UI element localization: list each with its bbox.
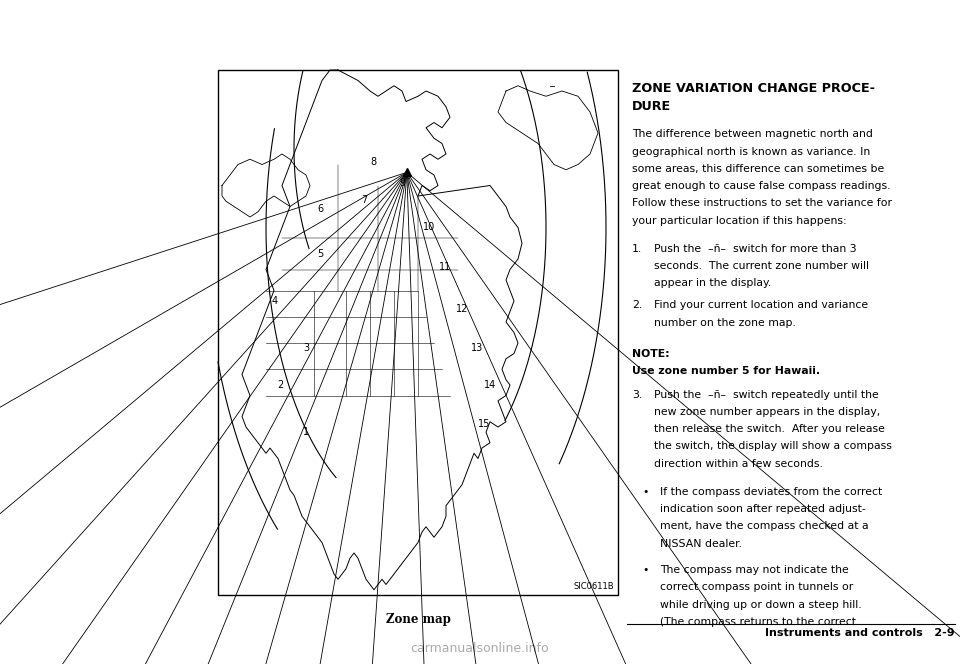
Text: appear in the display.: appear in the display. [654,278,771,288]
Text: If the compass deviates from the correct: If the compass deviates from the correct [660,487,882,497]
Text: 12: 12 [456,304,468,314]
Text: The difference between magnetic north and: The difference between magnetic north an… [632,129,873,139]
Text: 1: 1 [303,427,309,438]
Text: 7: 7 [361,195,367,205]
Text: 5: 5 [317,249,324,259]
Text: the switch, the display will show a compass: the switch, the display will show a comp… [654,442,892,452]
Text: 4: 4 [272,296,277,306]
Text: •: • [642,487,648,497]
Text: 6: 6 [317,204,324,214]
Text: 2: 2 [276,380,283,390]
Text: 8: 8 [371,157,376,167]
Text: Push the  –ñ–  switch for more than 3: Push the –ñ– switch for more than 3 [654,244,856,254]
Text: SIC0611B: SIC0611B [573,582,614,591]
Text: DURE: DURE [632,100,671,114]
Text: 15: 15 [478,420,491,430]
Text: 2.: 2. [632,300,642,311]
Text: geographical north is known as variance. In: geographical north is known as variance.… [632,147,871,157]
Text: number on the zone map.: number on the zone map. [654,317,796,328]
Text: carmanualsonline.info: carmanualsonline.info [411,642,549,655]
Text: indication soon after repeated adjust-: indication soon after repeated adjust- [660,504,866,514]
Text: Zone map: Zone map [386,613,450,626]
Text: Use zone number 5 for Hawaii.: Use zone number 5 for Hawaii. [632,367,820,376]
Text: then release the switch.  After you release: then release the switch. After you relea… [654,424,885,434]
Text: (The compass returns to the correct: (The compass returns to the correct [660,617,856,627]
Text: ZONE VARIATION CHANGE PROCE-: ZONE VARIATION CHANGE PROCE- [632,82,875,95]
Text: Find your current location and variance: Find your current location and variance [654,300,868,311]
Text: NOTE:: NOTE: [632,349,670,359]
Text: direction within a few seconds.: direction within a few seconds. [654,459,823,469]
Text: 9: 9 [399,178,406,188]
Text: great enough to cause false compass readings.: great enough to cause false compass read… [632,181,891,191]
Text: Push the  –ñ–  switch repeatedly until the: Push the –ñ– switch repeatedly until the [654,390,878,400]
Text: Instruments and controls   2-9: Instruments and controls 2-9 [765,628,955,638]
Text: 14: 14 [484,380,496,390]
Text: 3: 3 [303,343,309,353]
Text: ment, have the compass checked at a: ment, have the compass checked at a [660,521,869,531]
Text: 13: 13 [471,343,483,353]
Text: some areas, this difference can sometimes be: some areas, this difference can sometime… [632,164,884,174]
Text: 10: 10 [423,222,435,232]
Text: The compass may not indicate the: The compass may not indicate the [660,565,849,575]
Text: 3.: 3. [632,390,642,400]
Text: seconds.  The current zone number will: seconds. The current zone number will [654,261,869,271]
Text: •: • [642,565,648,575]
Text: 11: 11 [439,262,451,272]
Text: NISSAN dealer.: NISSAN dealer. [660,539,742,548]
Text: while driving up or down a steep hill.: while driving up or down a steep hill. [660,600,862,610]
Text: your particular location if this happens:: your particular location if this happens… [632,216,847,226]
Text: new zone number appears in the display,: new zone number appears in the display, [654,407,880,417]
Bar [218,70,618,595]
Text: Follow these instructions to set the variance for: Follow these instructions to set the var… [632,199,892,208]
Text: 1.: 1. [632,244,642,254]
Text: correct compass point in tunnels or: correct compass point in tunnels or [660,582,853,592]
